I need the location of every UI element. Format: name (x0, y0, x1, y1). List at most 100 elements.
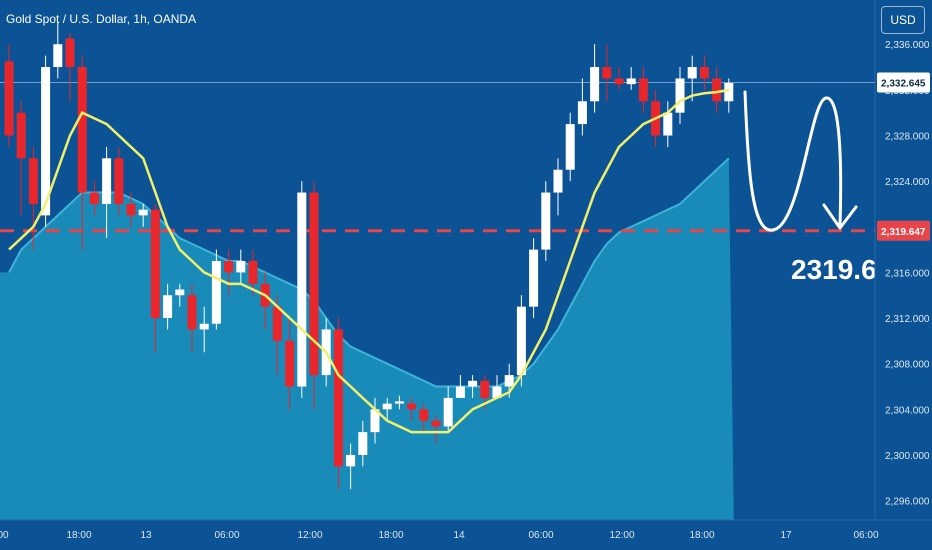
y-tick-label: 2,308.000 (885, 360, 930, 371)
candle-body (65, 38, 75, 68)
candle-body (602, 67, 612, 79)
candle-body (53, 44, 63, 68)
candle-body (675, 78, 685, 113)
candle (150, 203, 160, 353)
candle (126, 192, 136, 227)
candle-body (516, 306, 526, 376)
candle-body (163, 295, 173, 319)
candle (394, 395, 404, 410)
y-tick-label: 2,316.000 (885, 268, 930, 279)
currency-button[interactable]: USD (881, 6, 925, 34)
candle (285, 318, 295, 410)
fast-ma-path (8, 88, 730, 434)
current-price-label: 2,332.645 (881, 79, 926, 90)
y-tick-label: 2,304.000 (885, 405, 930, 416)
candle (553, 158, 563, 216)
candle-body (309, 192, 319, 376)
candle-body (248, 261, 258, 284)
candle (455, 375, 465, 398)
candle-body (370, 409, 380, 433)
candle-body (529, 249, 539, 307)
candle-body (614, 78, 624, 85)
chart-title: Gold Spot / U.S. Dollar, 1h, OANDA (6, 12, 197, 26)
candle (407, 397, 417, 421)
candle (114, 146, 124, 216)
candle (638, 67, 648, 113)
candle-body (663, 112, 673, 136)
candle-body (565, 124, 575, 170)
candle (89, 181, 99, 216)
candle-body (687, 67, 697, 79)
candle-body (4, 61, 14, 136)
candle (577, 78, 587, 136)
current-price-badge (877, 72, 930, 93)
candle-body (28, 158, 38, 204)
candle (468, 375, 478, 398)
candle-body (272, 306, 282, 341)
candle (53, 21, 63, 79)
candle (138, 203, 148, 227)
curved-down-arrow-icon (743, 90, 858, 232)
candle-body (211, 261, 221, 324)
candle (358, 420, 368, 467)
candle (199, 306, 209, 353)
candle-body (626, 78, 636, 85)
x-tick-label: 06:00 (528, 530, 553, 541)
candle (529, 238, 539, 319)
candle (309, 181, 319, 410)
candle-body (126, 203, 136, 216)
time-axis[interactable]: 00 18:00 13 06:00 12:00 18:00 14 06:00 12:00 18:0… (0, 519, 932, 541)
candle-body (724, 83, 734, 102)
candle (224, 249, 234, 296)
candle (565, 112, 575, 182)
candle (272, 295, 282, 376)
y-tick-label: 2,300.000 (885, 451, 930, 462)
candle-body (77, 67, 87, 193)
candle (590, 44, 600, 113)
candle (724, 78, 734, 113)
candle (541, 181, 551, 261)
x-tick-label: 12:00 (297, 530, 322, 541)
candle-body (175, 289, 185, 296)
candle-body (492, 386, 502, 398)
candle (4, 44, 14, 147)
candle (443, 386, 453, 433)
x-tick-label: 17 (780, 530, 792, 541)
candlestick-series (4, 21, 734, 490)
candle (187, 283, 197, 353)
y-tick-label: 2,328.000 (885, 132, 930, 143)
candle-body (138, 209, 148, 216)
candle-body (41, 67, 51, 216)
candle-body (150, 209, 160, 319)
candle-body (114, 158, 124, 204)
candle-body (419, 409, 429, 421)
candle-body (443, 397, 453, 427)
x-tick-label: 18:00 (689, 530, 714, 541)
level-price-badge (877, 220, 930, 241)
candle (687, 55, 697, 102)
candle-body (236, 261, 246, 273)
candle (297, 181, 307, 398)
candle-body (16, 112, 26, 159)
candle (65, 32, 75, 102)
level-price-label: 2,319.647 (881, 227, 926, 238)
candle-body (407, 403, 417, 410)
candle (211, 249, 221, 330)
candle (419, 403, 429, 433)
candle-body (89, 192, 99, 204)
x-tick-label: 18:00 (378, 530, 403, 541)
candle (175, 283, 185, 307)
price-axis[interactable]: 2,296.000 2,300.000 2,304.000 2,308.000 2,31… (874, 0, 932, 550)
candle (248, 249, 258, 296)
candle-body (553, 169, 563, 193)
candle (602, 44, 612, 102)
candle-body (297, 192, 307, 387)
candle (346, 443, 356, 490)
candle (333, 318, 343, 490)
candle (236, 249, 246, 284)
candle-body (699, 67, 709, 79)
x-tick-label: 13 (140, 530, 152, 541)
x-tick-label: 18:00 (66, 530, 91, 541)
candle (663, 101, 673, 147)
